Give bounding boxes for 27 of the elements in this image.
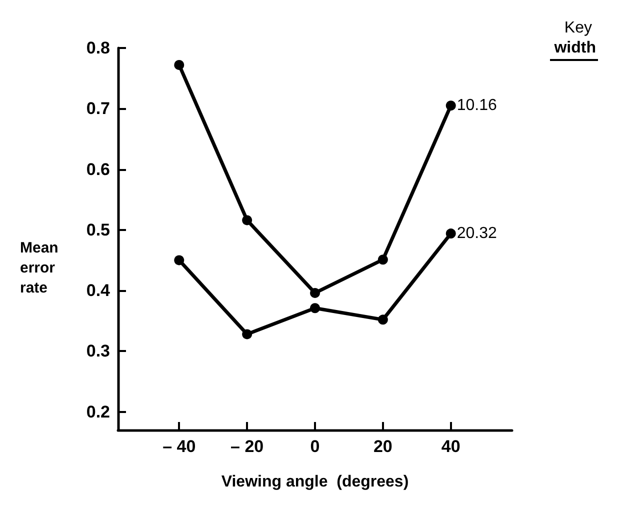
point xyxy=(242,329,252,340)
legend-title: Key width xyxy=(553,20,596,56)
y-tick-label: 0.6 xyxy=(86,160,110,179)
series-label: 20.32 xyxy=(456,225,498,242)
series-label: 10.16 xyxy=(456,97,498,114)
x-tick-label: 20 xyxy=(373,437,392,456)
point xyxy=(174,60,184,70)
y-tick-label: 0.5 xyxy=(86,220,110,240)
y-tick-label: 0.7 xyxy=(86,99,110,118)
y-tick-label: 0.8 xyxy=(86,38,110,58)
point xyxy=(446,100,456,111)
y-tick-label: 0.4 xyxy=(86,281,111,300)
x-tick-label: 0 xyxy=(310,437,320,456)
point xyxy=(378,254,388,265)
point xyxy=(174,255,184,266)
point xyxy=(310,303,320,314)
point xyxy=(310,288,320,298)
x-axis-title: Viewing angle (degrees) xyxy=(221,474,409,490)
y-tick-label: 0.2 xyxy=(86,402,110,422)
x-tick-label: – 20 xyxy=(230,437,264,456)
point xyxy=(446,228,456,239)
point xyxy=(242,215,252,226)
point xyxy=(378,314,388,325)
x-tick-label: – 40 xyxy=(162,437,196,456)
x-tick-label: 40 xyxy=(441,437,460,456)
y-tick-label: 0.3 xyxy=(86,342,110,361)
y-axis-title: Mean error rate xyxy=(20,240,58,296)
